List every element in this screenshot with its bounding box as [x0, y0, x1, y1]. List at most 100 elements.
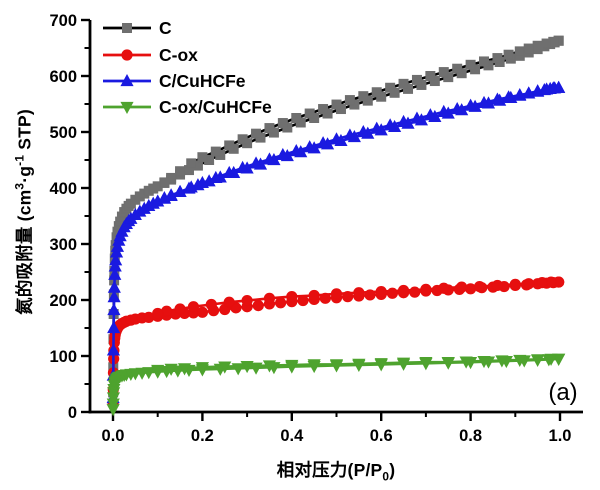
marker-square	[371, 87, 382, 98]
legend-label-c-ox: C-ox	[159, 45, 198, 65]
marker-square	[465, 59, 476, 70]
marker-square	[398, 78, 409, 89]
marker-triangle-down	[396, 357, 411, 370]
marker-circle	[275, 297, 287, 309]
y-tick-label: 600	[49, 68, 77, 86]
marker-triangle-down	[307, 359, 321, 372]
marker-triangle-up	[109, 253, 123, 266]
marker-triangle-up	[157, 191, 171, 204]
legend: C C-ox C/CuHCFe C-ox/CuHCFe	[103, 18, 272, 117]
y-tick-label: 100	[49, 348, 77, 366]
y-tick-label: 200	[49, 292, 77, 310]
marker-circle	[174, 303, 186, 315]
marker-triangle-up	[107, 290, 121, 303]
marker-square	[503, 49, 514, 60]
marker-square	[514, 46, 525, 57]
marker-triangle-up	[276, 147, 290, 161]
legend-label-c: C	[159, 18, 172, 38]
marker-circle	[473, 280, 486, 293]
legend-item-c-ox-cuhcfe: C-ox/CuHCFe	[103, 97, 272, 117]
marker-circle	[409, 286, 421, 298]
marker-square	[492, 53, 503, 64]
marker-square	[224, 140, 235, 151]
marker-triangle-up	[222, 165, 236, 178]
x-tick-label: 0.2	[191, 427, 214, 445]
marker-triangle-up	[303, 140, 317, 153]
marker-triangle-up	[164, 188, 178, 201]
marker-circle	[252, 299, 264, 312]
y-tick-label: 400	[49, 180, 77, 198]
marker-triangle-up	[107, 280, 121, 293]
series-c-ox	[107, 276, 565, 410]
marker-triangle-up	[437, 104, 451, 117]
marker-triangle-up	[110, 239, 125, 252]
x-tick-label: 0.8	[459, 427, 482, 445]
marker-triangle-down	[249, 362, 263, 375]
marker-circle	[509, 278, 521, 290]
axes: 0 100 200 300 400 500 600 700 0.0 0.2 0.4 0.6 0.8 1.0	[49, 12, 583, 445]
marker-triangle-down	[419, 357, 433, 370]
marker-circle	[286, 291, 298, 303]
marker-square	[438, 67, 449, 78]
y-tick-label: 700	[49, 12, 77, 30]
marker-square	[210, 146, 221, 157]
marker-square	[331, 99, 342, 110]
marker-square	[358, 91, 369, 102]
marker-circle	[263, 292, 276, 304]
marker-circle	[330, 288, 343, 300]
marker-triangle-down	[240, 360, 254, 374]
x-tick-label: 0.6	[370, 427, 393, 445]
marker-triangle-up	[502, 90, 516, 103]
c-adsorption-line	[111, 39, 561, 394]
marker-triangle-down	[459, 356, 473, 369]
marker-square	[344, 95, 355, 106]
marker-circle	[187, 301, 200, 313]
marker-square	[532, 40, 543, 51]
marker-triangle-up	[396, 114, 411, 128]
marker-circle	[375, 285, 387, 298]
c-ox-cuhcfe-desorption-line	[156, 357, 561, 372]
marker-triangle-down	[177, 363, 192, 376]
marker-circle	[353, 287, 365, 299]
x-axis-title: 相对压力(P/P0)	[276, 459, 396, 484]
legend-label-c-cuhcfe: C/CuHCFe	[159, 71, 246, 91]
marker-triangle-down	[262, 360, 277, 373]
marker-triangle-up	[490, 92, 504, 105]
marker-square	[264, 123, 275, 134]
marker-triangle-up	[107, 303, 121, 316]
marker-triangle-up	[356, 124, 370, 138]
marker-triangle-down	[441, 357, 455, 370]
y-tick-label: 0	[68, 404, 77, 422]
marker-triangle-up	[195, 175, 209, 189]
marker-triangle-down	[513, 354, 527, 367]
marker-circle	[342, 291, 354, 303]
marker-circle	[152, 307, 164, 320]
marker-triangle-up	[289, 143, 303, 157]
marker-circle	[364, 289, 376, 301]
marker-triangle-up	[531, 84, 545, 97]
marker-square	[251, 128, 262, 139]
marker-square	[523, 43, 534, 54]
marker-square	[277, 118, 288, 129]
marker-square	[541, 38, 552, 49]
series-c	[108, 35, 564, 398]
x-tick-label: 0.4	[280, 427, 304, 445]
marker-triangle-up	[236, 160, 250, 173]
legend-item-c-ox: C-ox	[103, 45, 198, 65]
marker-square	[452, 63, 463, 74]
marker-triangle-up	[262, 152, 277, 165]
marker-triangle-down	[374, 358, 388, 371]
marker-square	[385, 82, 396, 93]
marker-square	[425, 71, 436, 82]
marker-circle	[196, 306, 208, 318]
marker-triangle-up	[383, 118, 397, 131]
marker-square	[318, 104, 329, 115]
marker-circle	[386, 287, 398, 299]
marker-square	[304, 108, 315, 119]
c-desorption-line	[163, 39, 561, 184]
marker-triangle-up	[522, 86, 536, 99]
legend-item-c: C	[103, 18, 172, 38]
marker-square	[197, 152, 208, 163]
marker-triangle-up	[450, 101, 464, 115]
